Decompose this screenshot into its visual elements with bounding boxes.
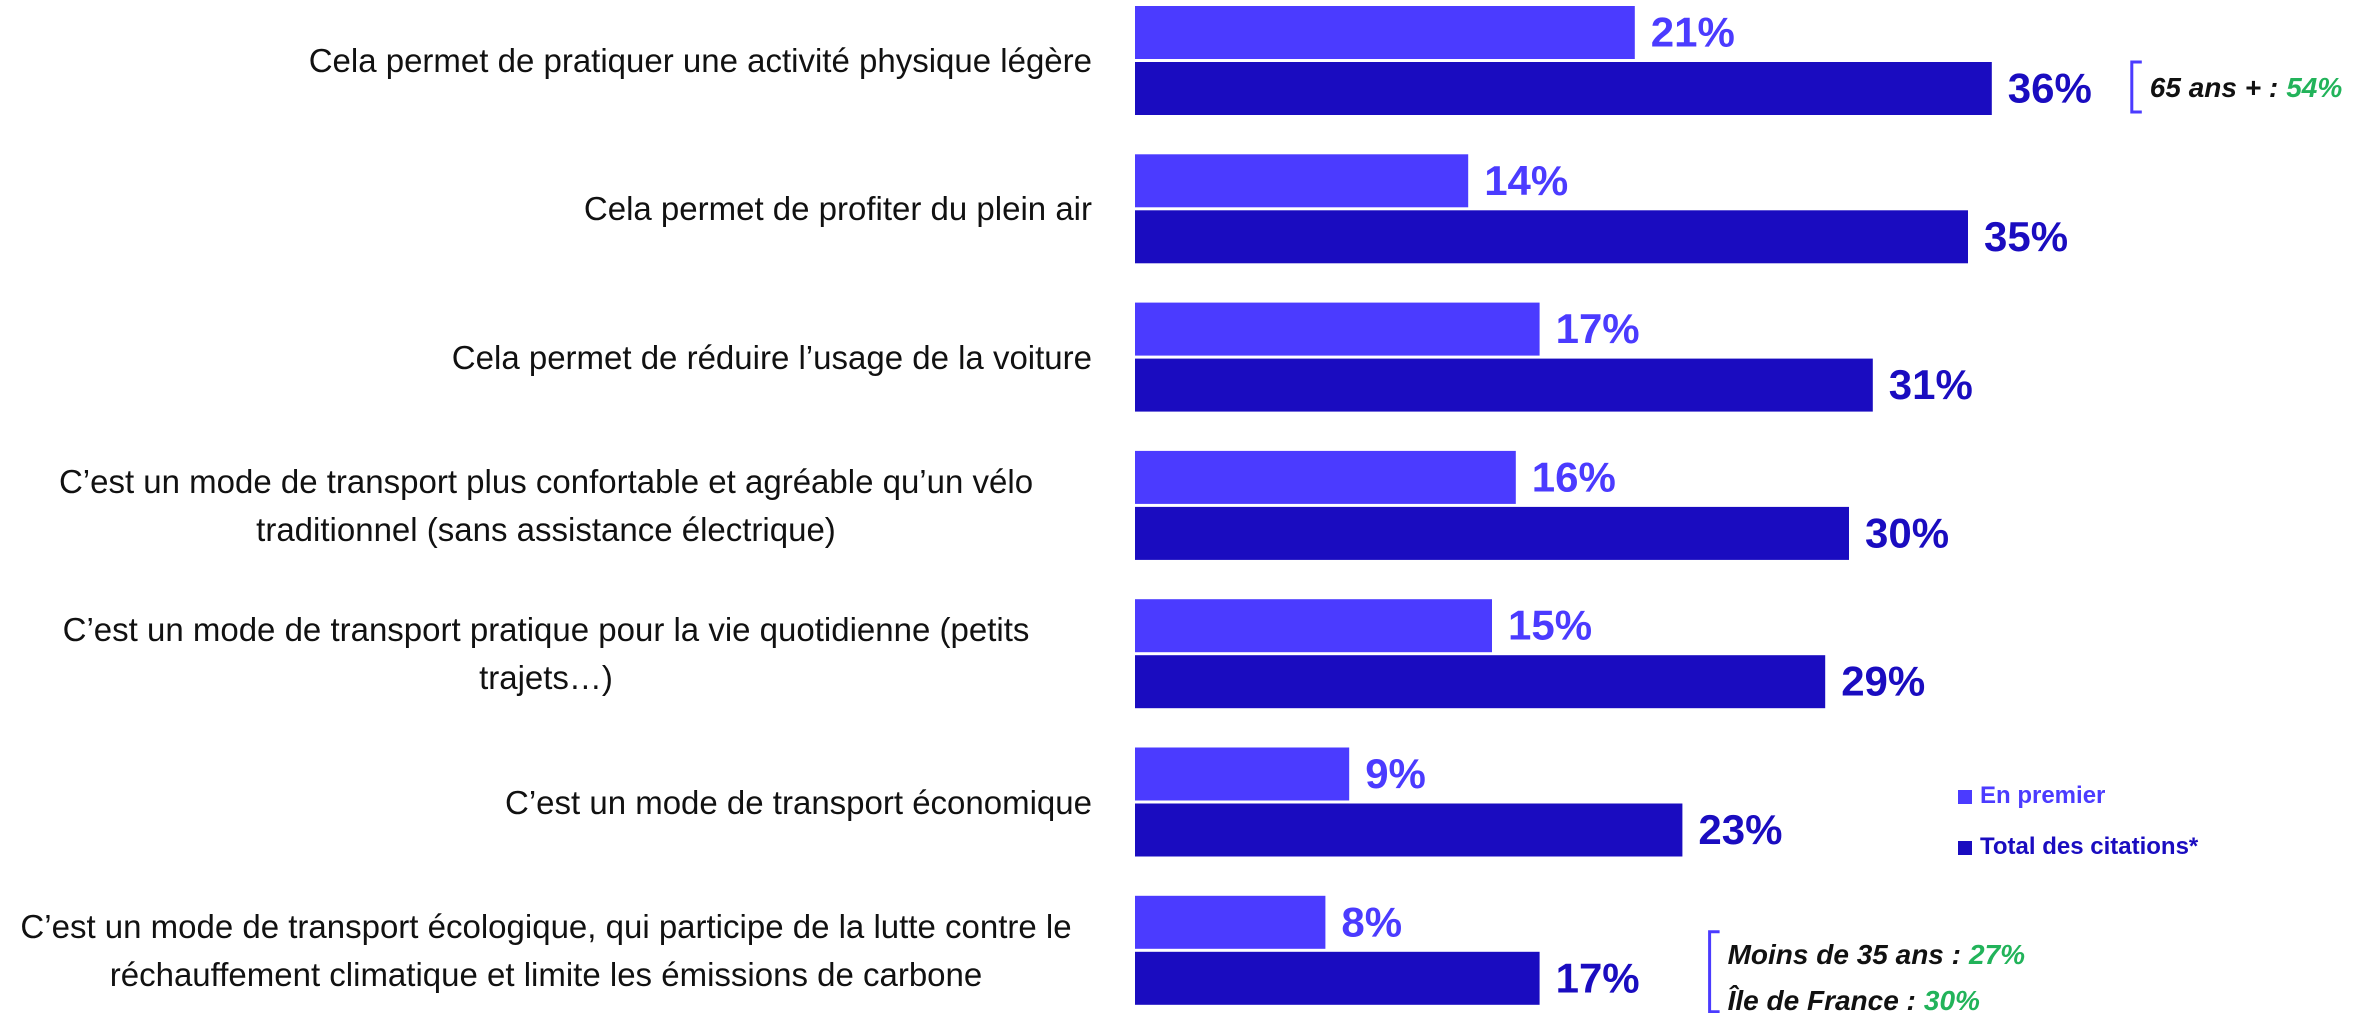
annotation-label: 65 ans + : xyxy=(2150,72,2278,103)
category-text: Cela permet de pratiquer une activité ph… xyxy=(308,42,1092,79)
value-label: 30% xyxy=(1865,509,1949,556)
annotation-bracket xyxy=(2130,60,2142,114)
bar xyxy=(1135,450,1516,504)
bar xyxy=(1135,655,1826,709)
category-text: Cela permet de réduire l’usage de la voi… xyxy=(451,338,1092,376)
value-label: 14% xyxy=(1484,157,1568,204)
bar xyxy=(1135,62,1992,115)
value-label: 35% xyxy=(1984,213,2068,260)
annotation-value: 54% xyxy=(2286,72,2342,103)
value-label: 17% xyxy=(1556,954,1640,1001)
value-label: 29% xyxy=(1841,658,1925,705)
category-text: C’est un mode de transport plus conforta… xyxy=(58,462,1034,548)
category-label: Cela permet de profiter du plein air xyxy=(0,185,1092,233)
bar xyxy=(1135,358,1873,412)
bar xyxy=(1135,951,1540,1005)
bar xyxy=(1135,506,1849,560)
value-label: 8% xyxy=(1341,898,1402,945)
category-label: Cela permet de réduire l’usage de la voi… xyxy=(0,334,1092,382)
annotation: 65 ans + : 54% xyxy=(2150,72,2343,103)
legend-swatch xyxy=(1958,790,1972,804)
bar xyxy=(1135,747,1350,801)
bar xyxy=(1135,302,1540,356)
value-label: 31% xyxy=(1889,361,1973,408)
bar xyxy=(1135,154,1469,208)
value-label: 36% xyxy=(2008,65,2092,112)
category-text: C’est un mode de transport pratique pour… xyxy=(62,611,1030,697)
bar xyxy=(1135,803,1683,857)
category-label: C’est un mode de transport écologique, q… xyxy=(0,903,1092,999)
category-label: C’est un mode de transport plus conforta… xyxy=(0,458,1092,554)
category-label: Cela permet de pratiquer une activité ph… xyxy=(0,37,1092,85)
value-label: 15% xyxy=(1508,602,1592,649)
annotation-value: 30% xyxy=(1924,985,1980,1013)
bar xyxy=(1135,210,1968,264)
category-text: C’est un mode de transport écologique, q… xyxy=(20,907,1072,993)
annotation-value: 27% xyxy=(1968,939,2025,970)
bar xyxy=(1135,6,1635,59)
value-label: 17% xyxy=(1556,305,1640,352)
value-label: 23% xyxy=(1698,806,1782,853)
legend-label: Total des citations* xyxy=(1980,833,2199,860)
value-label: 21% xyxy=(1651,9,1735,56)
category-text: Cela permet de profiter du plein air xyxy=(583,190,1092,228)
annotation-bracket xyxy=(1708,930,1720,1013)
bar xyxy=(1135,599,1492,653)
legend-swatch xyxy=(1958,841,1972,855)
category-label: C’est un mode de transport économique xyxy=(0,779,1092,827)
value-label: 16% xyxy=(1532,453,1616,500)
bar xyxy=(1135,895,1326,949)
legend-label: En premier xyxy=(1980,782,2105,809)
annotation: Moins de 35 ans :27% xyxy=(1728,939,2026,970)
annotation-label: Moins de 35 ans : xyxy=(1728,939,1961,970)
annotation: Île de France : 30% xyxy=(1728,985,1980,1013)
category-text: C’est un mode de transport économique xyxy=(504,783,1092,821)
annotation-label: Île de France : xyxy=(1728,985,1916,1013)
category-label: C’est un mode de transport pratique pour… xyxy=(0,606,1092,702)
value-label: 9% xyxy=(1365,750,1426,797)
